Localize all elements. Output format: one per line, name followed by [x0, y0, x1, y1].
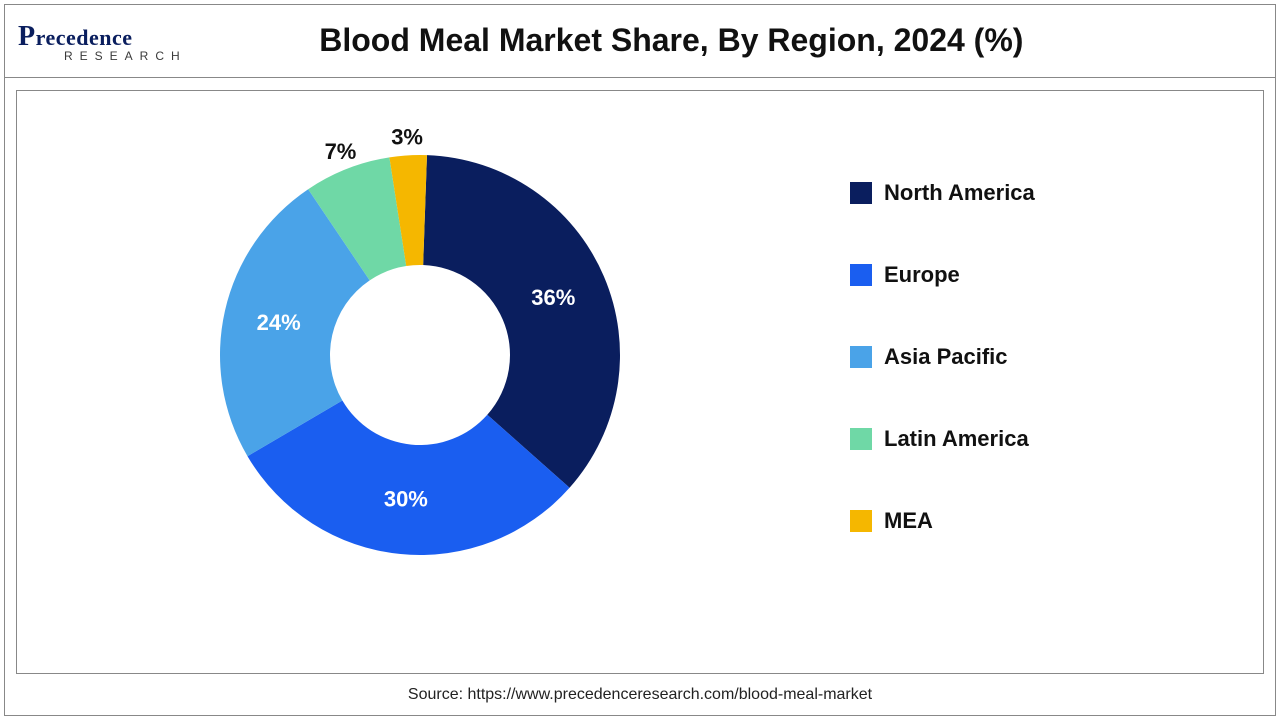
chart-title: Blood Meal Market Share, By Region, 2024… — [187, 22, 1276, 59]
legend-label: North America — [884, 180, 1035, 206]
slice-label: 36% — [531, 285, 575, 310]
logo-sub: RESEARCH — [64, 49, 187, 63]
legend-label: MEA — [884, 508, 933, 534]
legend-swatch — [850, 264, 872, 286]
donut-slice — [423, 155, 620, 488]
legend-item: Latin America — [850, 426, 1035, 452]
donut-chart: 36%30%24%7%3% — [200, 135, 640, 575]
donut-svg: 36%30%24%7%3% — [200, 135, 640, 575]
legend-swatch — [850, 510, 872, 532]
legend-swatch — [850, 346, 872, 368]
legend-item: North America — [850, 180, 1035, 206]
logo-rest: recedence — [36, 25, 133, 50]
legend: North America Europe Asia Pacific Latin Ame… — [850, 180, 1035, 534]
chart-area: 36% 30% 24% 7% 3% North America Europe Asia Pa… — [30, 100, 1250, 660]
slice-label: 3% — [391, 124, 423, 149]
legend-item: Asia Pacific — [850, 344, 1035, 370]
slice-label: 7% — [325, 139, 357, 164]
logo-first-letter: P — [18, 21, 36, 52]
legend-label: Latin America — [884, 426, 1029, 452]
slice-label: 24% — [257, 310, 301, 335]
slice-label: 30% — [384, 486, 428, 511]
legend-label: Europe — [884, 262, 960, 288]
legend-item: Europe — [850, 262, 1035, 288]
logo: Precedence RESEARCH — [18, 21, 187, 63]
legend-swatch — [850, 428, 872, 450]
legend-swatch — [850, 182, 872, 204]
header-bar: Precedence RESEARCH Blood Meal Market Sh… — [4, 4, 1276, 78]
source-text: Source: https://www.precedenceresearch.c… — [0, 686, 1280, 704]
legend-label: Asia Pacific — [884, 344, 1008, 370]
legend-item: MEA — [850, 508, 1035, 534]
